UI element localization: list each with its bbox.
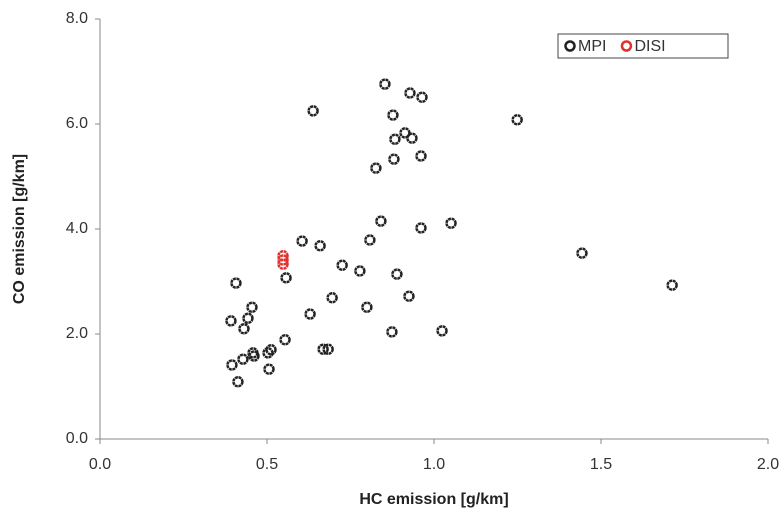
x-axis-title: HC emission [g/km] bbox=[359, 491, 508, 508]
point bbox=[238, 323, 250, 335]
point bbox=[354, 265, 366, 277]
x-tick-label: 1.0 bbox=[423, 456, 445, 473]
point bbox=[307, 105, 319, 117]
point bbox=[399, 127, 411, 139]
y-tick-label: 4.0 bbox=[66, 220, 88, 237]
point bbox=[263, 363, 275, 375]
legend-marker bbox=[564, 40, 576, 52]
point bbox=[277, 258, 289, 270]
legend-label: MPI bbox=[578, 38, 606, 55]
point bbox=[387, 109, 399, 121]
y-axis-title: CO emission [g/km] bbox=[11, 154, 28, 304]
point bbox=[296, 235, 308, 247]
legend-marker bbox=[620, 40, 633, 52]
x-tick-label: 0.0 bbox=[89, 456, 111, 473]
point bbox=[415, 150, 427, 162]
point bbox=[388, 153, 400, 165]
y-tick-label: 2.0 bbox=[66, 325, 88, 342]
y-tick-label: 6.0 bbox=[66, 115, 88, 132]
point bbox=[322, 343, 334, 355]
point bbox=[379, 78, 391, 90]
point bbox=[237, 353, 249, 365]
point bbox=[280, 272, 292, 284]
point bbox=[279, 334, 291, 346]
point bbox=[445, 217, 457, 229]
point bbox=[386, 326, 398, 338]
point bbox=[246, 301, 258, 313]
point bbox=[375, 215, 387, 227]
point bbox=[336, 259, 348, 271]
point bbox=[248, 350, 260, 362]
legend-box bbox=[557, 33, 729, 59]
point bbox=[317, 343, 329, 355]
point bbox=[576, 247, 588, 259]
point bbox=[511, 114, 523, 126]
point bbox=[416, 91, 428, 103]
point bbox=[277, 250, 289, 262]
point bbox=[391, 268, 403, 280]
y-tick-label: 8.0 bbox=[66, 10, 88, 27]
point bbox=[326, 292, 338, 304]
point bbox=[389, 133, 401, 145]
y-tick-label: 0.0 bbox=[66, 430, 88, 447]
point bbox=[304, 308, 316, 320]
legend-label: DISI bbox=[634, 38, 665, 55]
x-tick-label: 1.5 bbox=[590, 456, 612, 473]
point bbox=[225, 315, 237, 327]
point bbox=[242, 312, 254, 324]
point bbox=[404, 87, 416, 99]
point bbox=[232, 376, 244, 388]
point bbox=[666, 279, 678, 291]
point bbox=[361, 301, 373, 313]
point bbox=[262, 347, 274, 359]
point bbox=[436, 325, 448, 337]
x-tick-label: 0.5 bbox=[256, 456, 278, 473]
legend: MPI DISI bbox=[557, 33, 729, 59]
point bbox=[415, 222, 427, 234]
point bbox=[403, 290, 415, 302]
point bbox=[406, 132, 418, 144]
point bbox=[226, 359, 238, 371]
point bbox=[277, 254, 289, 266]
point bbox=[230, 277, 242, 289]
point bbox=[314, 240, 326, 252]
point bbox=[364, 234, 376, 246]
x-tick-label: 2.0 bbox=[757, 456, 779, 473]
point bbox=[370, 162, 382, 174]
